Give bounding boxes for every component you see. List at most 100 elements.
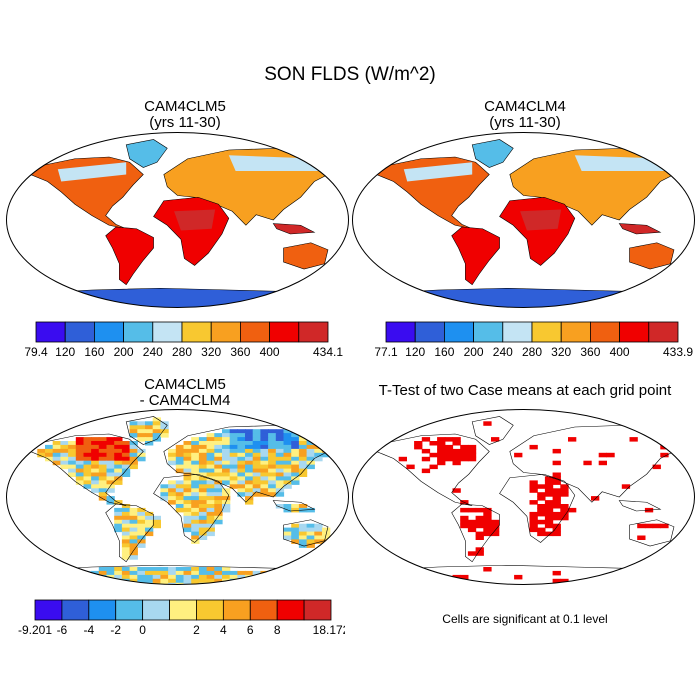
significant-cell bbox=[467, 507, 477, 513]
diff-cell bbox=[252, 484, 261, 489]
diff-cell bbox=[206, 578, 215, 584]
colorbar-tick-label: 320 bbox=[551, 345, 571, 359]
diff-cell bbox=[83, 480, 92, 485]
significant-cell bbox=[421, 456, 431, 462]
diff-cell bbox=[145, 511, 154, 517]
diff-cell bbox=[222, 429, 231, 434]
diff-cell bbox=[283, 476, 292, 481]
diff-cell bbox=[106, 582, 115, 585]
significant-cell bbox=[421, 468, 431, 474]
diff-cell bbox=[168, 452, 177, 458]
diff-cell bbox=[268, 492, 277, 497]
diff-cell bbox=[291, 574, 300, 580]
diff-cell bbox=[152, 433, 161, 438]
significant-cell bbox=[544, 519, 554, 525]
diff-cell bbox=[291, 531, 300, 537]
diff-cell bbox=[206, 570, 215, 576]
diff-cell bbox=[91, 574, 100, 580]
diff-cell bbox=[237, 464, 246, 470]
significant-cell bbox=[537, 496, 546, 501]
diff-cell bbox=[222, 574, 231, 580]
diff-cell bbox=[137, 452, 146, 458]
diff-cell bbox=[291, 578, 300, 584]
significant-cell bbox=[552, 527, 561, 533]
diff-cell bbox=[98, 464, 108, 470]
significant-cell bbox=[544, 507, 554, 513]
diff-cell bbox=[137, 421, 146, 426]
significant-cell bbox=[483, 519, 492, 525]
diff-cell bbox=[98, 567, 108, 572]
diff-cell bbox=[183, 452, 192, 458]
diff-cell bbox=[98, 496, 108, 501]
significant-cell bbox=[544, 531, 554, 537]
significant-cell bbox=[652, 464, 661, 470]
significant-cell bbox=[444, 444, 454, 450]
significant-cell bbox=[552, 515, 561, 521]
diff-cell bbox=[68, 472, 77, 477]
diff-cell bbox=[175, 582, 185, 585]
diff-cell bbox=[37, 452, 46, 458]
diff-cell bbox=[206, 452, 215, 458]
diff-cell bbox=[129, 433, 138, 438]
diff-cell bbox=[75, 460, 85, 466]
diff-cell bbox=[183, 480, 192, 485]
diff-cell bbox=[114, 574, 123, 580]
land-canada-band bbox=[403, 162, 473, 182]
diff-cell bbox=[137, 456, 146, 462]
diff-cell bbox=[191, 456, 200, 462]
diff-cell bbox=[198, 488, 208, 493]
diff-cell bbox=[291, 460, 300, 466]
diff-cell bbox=[121, 515, 131, 521]
diff-cell bbox=[114, 480, 123, 485]
diff-cell bbox=[214, 441, 223, 446]
map-frame bbox=[352, 409, 695, 585]
diff-cell bbox=[129, 507, 138, 513]
diff-cell bbox=[222, 488, 231, 493]
significant-cell bbox=[637, 535, 646, 540]
significant-cell bbox=[437, 441, 446, 446]
significant-cell bbox=[606, 452, 615, 458]
diff-cell bbox=[137, 523, 146, 529]
diff-cell bbox=[183, 567, 192, 572]
diff-cell bbox=[129, 539, 138, 544]
diff-cell bbox=[114, 472, 123, 477]
diff-cell bbox=[129, 425, 138, 430]
diff-cell bbox=[114, 437, 123, 442]
significant-cell bbox=[537, 527, 546, 533]
diff-cell bbox=[291, 429, 300, 434]
diff-cell bbox=[198, 515, 208, 521]
diff-cell bbox=[252, 468, 261, 474]
panel-3-title: CAM4CLM5 - CAM4CLM4 bbox=[20, 377, 350, 409]
diff-cell bbox=[145, 437, 154, 442]
diff-cell bbox=[229, 429, 238, 434]
significant-cell bbox=[398, 456, 407, 462]
diff-cell bbox=[83, 437, 92, 442]
diff-cell bbox=[237, 444, 246, 450]
diff-cell bbox=[191, 448, 200, 454]
diff-cell bbox=[183, 519, 192, 525]
colorbar-tick-label: 320 bbox=[201, 345, 221, 359]
diff-cell bbox=[291, 452, 300, 458]
diff-cell bbox=[175, 448, 185, 454]
diff-cell bbox=[121, 551, 131, 556]
significant-cell bbox=[437, 456, 446, 462]
diff-cell bbox=[183, 468, 192, 474]
diff-cell bbox=[260, 472, 269, 477]
diff-cell bbox=[137, 567, 146, 572]
significant-cell bbox=[591, 496, 600, 501]
diff-cell bbox=[175, 500, 185, 505]
diff-cell bbox=[222, 444, 231, 450]
diff-cell bbox=[145, 515, 154, 521]
diff-cell bbox=[168, 492, 177, 497]
diff-cell bbox=[106, 578, 115, 584]
diff-cell bbox=[191, 567, 200, 572]
significant-cell bbox=[491, 437, 500, 442]
diff-cell bbox=[283, 582, 292, 585]
diff-cell bbox=[322, 437, 331, 442]
diff-cell bbox=[306, 574, 315, 580]
diff-cell bbox=[52, 570, 61, 576]
diff-cell bbox=[137, 519, 146, 525]
diff-cell bbox=[160, 488, 169, 493]
diff-cell bbox=[75, 456, 85, 462]
colorbar-swatch bbox=[298, 321, 329, 343]
